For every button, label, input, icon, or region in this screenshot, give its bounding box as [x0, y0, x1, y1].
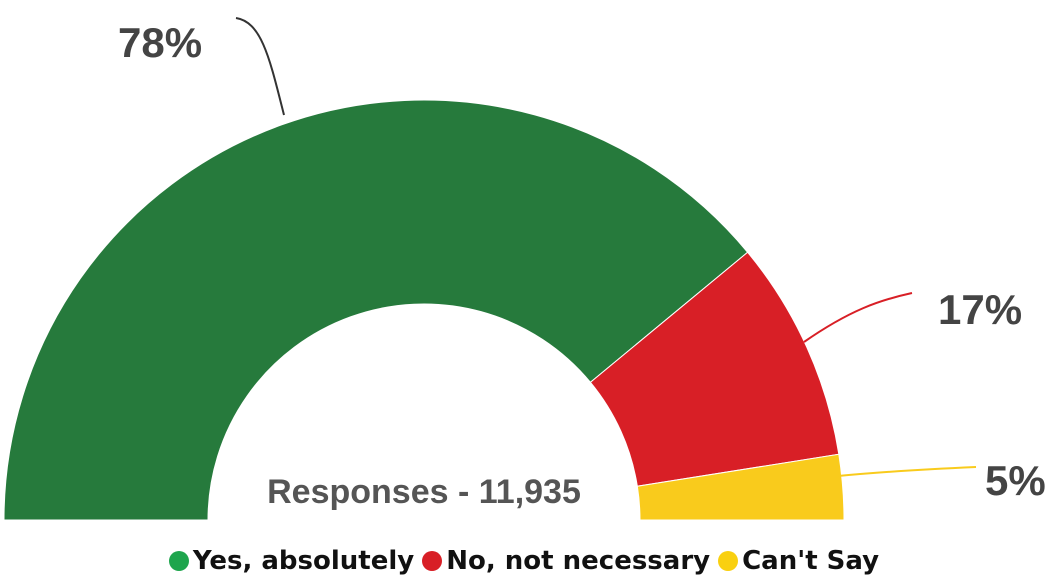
value-label-yes: 78%	[118, 19, 202, 66]
leader-line-yes	[235, 17, 285, 116]
legend-item-yes: Yes, absolutely	[168, 546, 415, 576]
leader-lines	[235, 17, 977, 477]
legend-dot-icon	[718, 551, 739, 571]
center-label: Responses - 11,935	[267, 473, 581, 511]
legend-label-cant-say: Can't Say	[742, 546, 880, 576]
chart: 78% 17% 5% Responses - 11,935	[3, 17, 1046, 521]
slice-yes	[3, 99, 749, 521]
legend-label-no: No, not necessary	[446, 546, 711, 576]
slices	[3, 99, 845, 521]
legend-label-yes: Yes, absolutely	[192, 546, 415, 576]
value-label-no: 17%	[938, 286, 1022, 333]
value-label-cant-say: 5%	[985, 457, 1046, 504]
legend-item-no: No, not necessary	[422, 546, 710, 576]
legend-dot-icon	[422, 551, 443, 571]
leader-line-cant-say	[837, 466, 977, 477]
leader-line-no	[803, 292, 913, 343]
legend-item-cant-say: Can't Say	[718, 546, 879, 576]
legend-dot-icon	[168, 551, 189, 571]
semi-donut-chart: 78% 17% 5% Responses - 11,935	[3, 17, 1046, 521]
legend: Yes, absolutely No, not necessary Can't …	[0, 546, 1048, 578]
